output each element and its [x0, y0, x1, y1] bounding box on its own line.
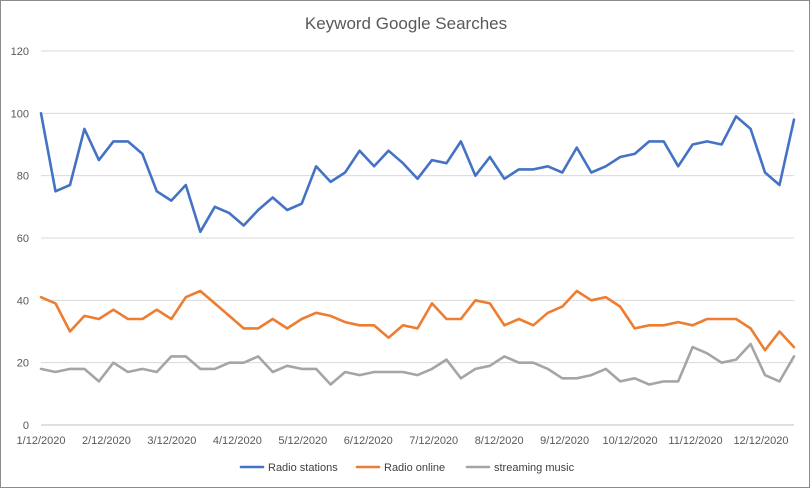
y-tick-label: 40: [17, 295, 29, 307]
x-tick-label: 7/12/2020: [409, 435, 458, 447]
series-line-streaming-music: [39, 342, 796, 386]
y-tick-label: 60: [17, 233, 29, 245]
x-tick-label: 10/12/2020: [603, 435, 658, 447]
x-tick-label: 9/12/2020: [540, 435, 589, 447]
y-tick-label: 100: [11, 108, 29, 120]
x-tick-label: 4/12/2020: [213, 435, 262, 447]
x-tick-label: 1/12/2020: [17, 435, 66, 447]
series-lines: [39, 112, 796, 386]
x-tick-label: 5/12/2020: [278, 435, 327, 447]
y-tick-label: 20: [17, 358, 29, 370]
y-axis-ticks: 0 20 40 60 80 100 120: [11, 46, 29, 432]
series-line-radio-online: [39, 289, 796, 352]
legend-label: Radio online: [384, 462, 445, 474]
x-tick-label: 2/12/2020: [82, 435, 131, 447]
chart-title: Keyword Google Searches: [305, 14, 507, 33]
legend-label: Radio stations: [268, 462, 338, 474]
series-line-radio-stations: [39, 112, 796, 234]
y-tick-label: 0: [23, 420, 29, 432]
y-tick-label: 120: [11, 46, 29, 58]
x-tick-label: 12/12/2020: [733, 435, 788, 447]
x-tick-label: 11/12/2020: [668, 435, 722, 447]
legend-label: streaming music: [494, 462, 575, 474]
x-axis-ticks: 1/12/2020 2/12/2020 3/12/2020 4/12/2020 5/12…: [17, 435, 789, 447]
gridlines: [41, 50, 794, 426]
x-tick-label: 8/12/2020: [475, 435, 524, 447]
legend: Radio stations Radio online streaming musi…: [239, 462, 575, 474]
y-tick-label: 80: [17, 171, 29, 183]
x-tick-label: 3/12/2020: [147, 435, 196, 447]
x-tick-label: 6/12/2020: [344, 435, 393, 447]
